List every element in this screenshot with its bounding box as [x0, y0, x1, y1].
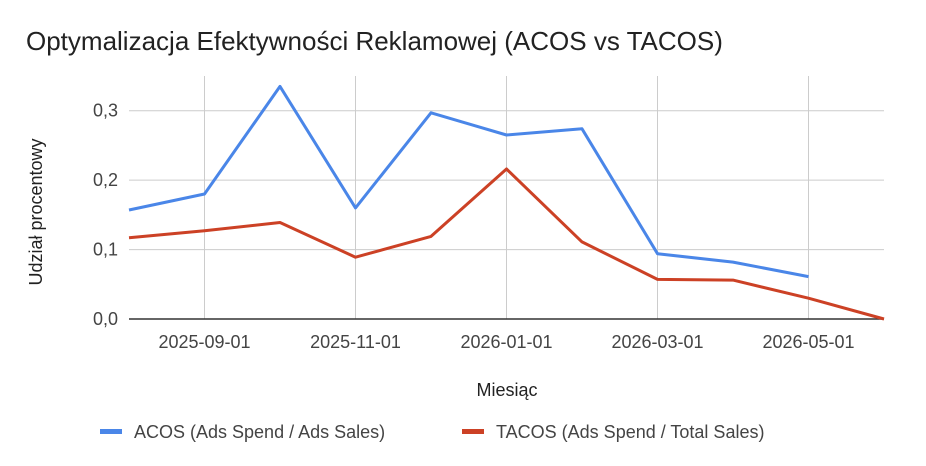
x-tick-label: 2026-03-01 — [611, 332, 703, 352]
series-layer — [128, 84, 885, 321]
x-axis-ticks: 2025-09-01 2025-11-01 2026-01-01 2026-03-01… — [158, 332, 854, 352]
y-tick-label: 0,3 — [93, 101, 118, 121]
chart-title: Optymalizacja Efektywności Reklamowej (A… — [26, 26, 723, 56]
legend-label-1: TACOS (Ads Spend / Total Sales) — [496, 422, 764, 442]
legend-swatch-1 — [462, 429, 484, 434]
legend-label-0: ACOS (Ads Spend / Ads Sales) — [134, 422, 385, 442]
x-tick-label: 2025-11-01 — [310, 332, 401, 352]
x-tick-label: 2025-09-01 — [158, 332, 250, 352]
legend-swatch-0 — [100, 429, 122, 434]
x-tick-label: 2026-05-01 — [762, 332, 854, 352]
y-tick-label: 0,1 — [93, 240, 118, 260]
y-axis-title: Udział procentowy — [26, 138, 46, 285]
series-line-0 — [128, 84, 809, 279]
y-axis-ticks: 0,0 0,1 0,2 0,3 — [93, 101, 118, 329]
grid — [129, 76, 884, 320]
y-tick-label: 0,2 — [93, 170, 118, 190]
x-tick-label: 2026-01-01 — [460, 332, 552, 352]
y-tick-label: 0,0 — [93, 309, 118, 329]
x-axis-title: Miesiąc — [476, 380, 537, 400]
legend: ACOS (Ads Spend / Ads Sales) TACOS (Ads S… — [100, 422, 764, 442]
series-line-1 — [128, 167, 885, 321]
